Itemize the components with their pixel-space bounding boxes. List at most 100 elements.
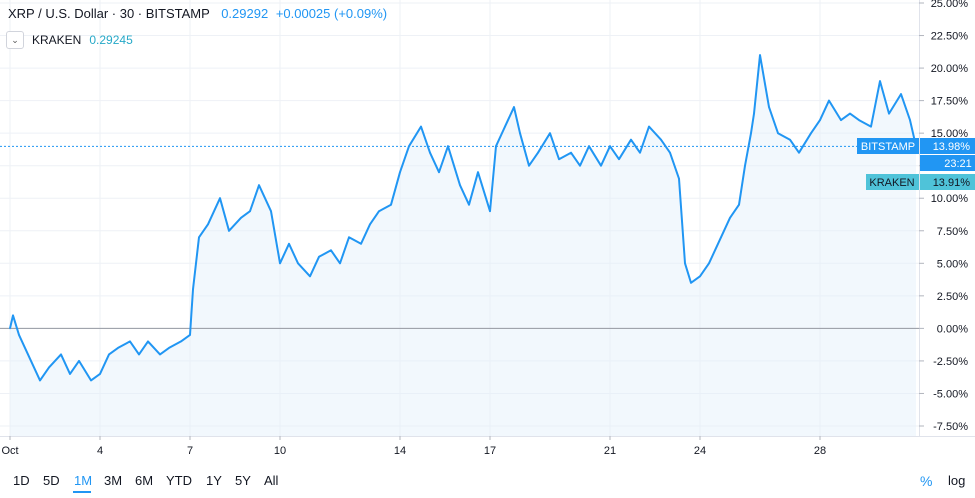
series-point xyxy=(258,184,260,186)
y-tick-label: 10.00% xyxy=(931,193,969,205)
series-point xyxy=(744,164,746,167)
series-point xyxy=(147,340,149,343)
y-tick-label: 0.00% xyxy=(937,323,968,335)
compare-legend: ⌄ KRAKEN 0.29245 xyxy=(6,31,133,49)
compare-price: 0.29245 xyxy=(89,33,133,47)
range-6m-button[interactable]: 6M xyxy=(135,473,154,488)
kraken-tag-label: KRAKEN xyxy=(869,177,914,189)
series-point xyxy=(420,125,422,128)
series-point xyxy=(159,353,161,356)
percent-scale-button[interactable]: % xyxy=(920,473,933,489)
series-point xyxy=(309,275,311,278)
y-tick-label: 5.00% xyxy=(937,258,968,270)
series-point xyxy=(12,314,14,317)
series-point xyxy=(870,125,872,128)
range-5d-button[interactable]: 5D xyxy=(43,473,60,488)
y-tick-label: -7.50% xyxy=(933,421,968,433)
time-axis[interactable]: Oct 4 7 10 14 17 21 24 28 xyxy=(1,436,826,457)
series-point xyxy=(849,112,851,115)
series-point xyxy=(438,171,440,173)
series-point xyxy=(648,125,650,128)
series-point xyxy=(669,151,671,154)
series-point xyxy=(558,158,560,160)
series-point xyxy=(660,138,662,141)
x-tick-label: 4 xyxy=(97,445,103,457)
series-point xyxy=(249,210,251,212)
series-point xyxy=(495,145,497,147)
y-tick-label: -2.50% xyxy=(933,356,968,368)
series-point xyxy=(798,151,800,154)
series-point xyxy=(549,132,551,134)
series-point xyxy=(168,347,170,349)
series-point xyxy=(288,243,290,245)
series-point xyxy=(228,230,230,232)
x-tick-label: 24 xyxy=(694,445,706,457)
log-scale-button[interactable]: log xyxy=(948,473,966,488)
series-point xyxy=(27,353,29,356)
series-point xyxy=(99,373,101,375)
series-point xyxy=(840,119,842,121)
range-1m-button[interactable]: 1M xyxy=(74,473,93,488)
series-point xyxy=(180,340,182,343)
range-5y-button[interactable]: 5Y xyxy=(235,473,251,488)
series-point xyxy=(330,249,332,252)
series-point xyxy=(138,353,140,356)
series-point xyxy=(198,236,200,239)
kraken-price-tag: KRAKEN 13.91% xyxy=(866,174,975,190)
range-toolbar: 1D 5D 1M 3M 6M YTD 1Y 5Y All % log xyxy=(0,462,975,498)
series-area-fill xyxy=(10,55,916,436)
y-tick-label: 2.50% xyxy=(937,291,968,303)
series-point xyxy=(108,353,110,356)
series-point xyxy=(639,151,641,154)
series-point xyxy=(369,223,371,226)
series-point xyxy=(429,151,431,154)
series-point xyxy=(60,353,62,356)
series-point xyxy=(609,145,611,147)
series-point xyxy=(579,164,581,167)
series-line-bitstamp xyxy=(9,54,917,382)
price-axis[interactable]: 25.00%22.50%20.00%17.50%15.00%12.50%10.0… xyxy=(919,0,968,433)
series-point xyxy=(9,327,11,330)
series-point xyxy=(129,340,131,343)
series-point xyxy=(828,99,830,102)
range-all-button[interactable]: All xyxy=(264,473,279,488)
series-point xyxy=(90,379,92,382)
range-1y-button[interactable]: 1Y xyxy=(206,473,222,488)
bitstamp-tag-label: BITSTAMP xyxy=(861,141,915,153)
series-point xyxy=(297,262,299,265)
range-1d-button[interactable]: 1D xyxy=(13,473,30,488)
series-point xyxy=(630,138,632,141)
series-point xyxy=(753,112,755,115)
series-point xyxy=(447,145,449,147)
price-chart[interactable]: 25.00%22.50%20.00%17.50%15.00%12.50%10.0… xyxy=(0,0,975,462)
series-point xyxy=(618,158,620,160)
series-point xyxy=(708,262,710,265)
x-tick-label: 21 xyxy=(604,445,616,457)
y-tick-label: 7.50% xyxy=(937,226,968,238)
range-ytd-button[interactable]: YTD xyxy=(166,473,192,488)
series-point xyxy=(339,262,341,265)
compare-symbol: KRAKEN xyxy=(32,33,82,47)
kraken-tag-value: 13.91% xyxy=(933,177,971,189)
series-point xyxy=(570,151,572,154)
range-3m-button[interactable]: 3M xyxy=(104,473,123,488)
x-tick-label: 7 xyxy=(187,445,193,457)
series-point xyxy=(192,288,194,291)
series-point xyxy=(270,210,272,212)
series-point xyxy=(729,217,731,219)
y-tick-label: 22.50% xyxy=(931,31,969,43)
series-point xyxy=(39,379,41,382)
series-point xyxy=(48,366,50,369)
series-point xyxy=(600,164,602,167)
series-point xyxy=(690,282,692,284)
series-point xyxy=(519,132,521,134)
y-tick-label: -5.00% xyxy=(933,388,968,400)
series-point xyxy=(240,217,242,219)
series-point xyxy=(879,80,881,82)
x-tick-label: 10 xyxy=(274,445,286,457)
series-point xyxy=(318,255,320,258)
chevron-down-icon[interactable]: ⌄ xyxy=(6,31,24,49)
series-point xyxy=(888,112,890,115)
series-points xyxy=(9,54,917,382)
series-point xyxy=(789,138,791,141)
